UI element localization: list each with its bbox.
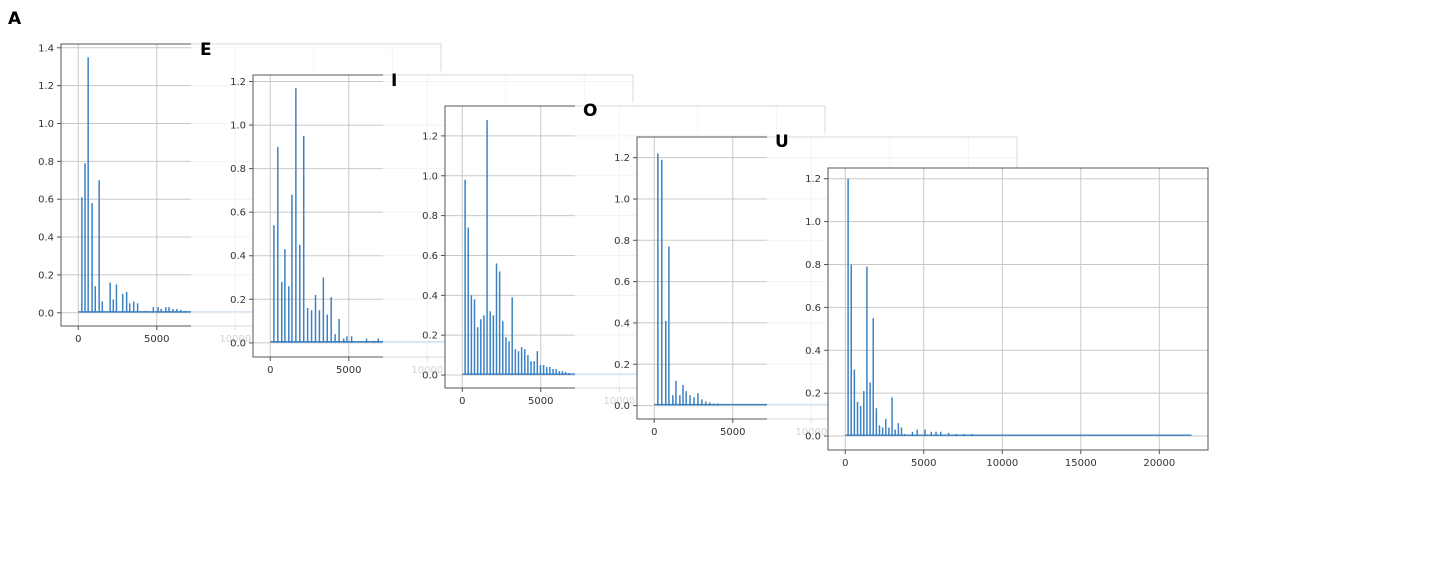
- panel-label: I: [391, 71, 397, 91]
- y-tick-label: 0.4: [805, 346, 821, 357]
- y-tick-label: 0.8: [805, 260, 821, 271]
- x-tick-label: 0: [651, 427, 657, 438]
- y-tick-label: 1.0: [38, 119, 54, 130]
- y-tick-label: 0.8: [230, 164, 246, 175]
- y-tick-label: 0.2: [230, 295, 246, 306]
- y-tick-label: 0.4: [38, 233, 54, 244]
- y-tick-label: 0.4: [614, 318, 630, 329]
- y-tick-label: 0.8: [422, 211, 438, 222]
- y-tick-label: 0.8: [38, 157, 54, 168]
- x-tick-label: 5000: [528, 396, 553, 407]
- x-tick-label: 10000: [986, 458, 1018, 469]
- x-tick-label: 0: [459, 396, 465, 407]
- y-tick-label: 0.6: [38, 195, 54, 206]
- y-tick-label: 0.6: [230, 208, 246, 219]
- y-tick-label: 0.0: [614, 401, 630, 412]
- plot-background: [828, 168, 1208, 450]
- y-tick-label: 0.2: [614, 360, 630, 371]
- y-tick-label: 1.0: [614, 194, 630, 205]
- y-tick-label: 1.2: [38, 81, 54, 92]
- y-tick-label: 0.0: [230, 338, 246, 349]
- y-tick-label: 0.2: [38, 270, 54, 281]
- x-tick-label: 5000: [144, 334, 169, 345]
- x-tick-label: 0: [267, 365, 273, 376]
- y-tick-label: 1.0: [805, 217, 821, 228]
- y-tick-label: 1.2: [422, 131, 438, 142]
- x-tick-label: 0: [842, 458, 848, 469]
- panel-label: A: [8, 9, 22, 29]
- y-tick-label: 0.4: [422, 291, 438, 302]
- y-tick-label: 0.0: [422, 371, 438, 382]
- y-tick-label: 0.4: [230, 251, 246, 262]
- y-tick-label: 0.6: [614, 277, 630, 288]
- panel-label: E: [200, 40, 212, 60]
- panel-u: 0 5000 10000 15000 20000 0.0 0.2 0.4 0.6 0.8 1.0 1.…: [774, 131, 1209, 469]
- y-tick-label: 0.0: [805, 432, 821, 443]
- y-tick-label: 1.2: [614, 153, 630, 164]
- y-tick-label: 1.4: [38, 43, 54, 54]
- panel-label: O: [583, 101, 597, 121]
- y-tick-label: 0.2: [805, 389, 821, 400]
- x-tick-label: 5000: [336, 365, 361, 376]
- x-tick-label: 5000: [911, 458, 936, 469]
- x-tick-label: 20000: [1143, 458, 1175, 469]
- y-tick-label: 1.0: [422, 171, 438, 182]
- y-tick-label: 0.2: [422, 331, 438, 342]
- x-tick-label: 0: [75, 334, 81, 345]
- y-tick-label: 1.2: [230, 77, 246, 88]
- y-tick-label: 0.0: [38, 308, 54, 319]
- y-tick-label: 1.0: [230, 121, 246, 132]
- y-tick-label: 0.6: [805, 303, 821, 314]
- axes-frame: [827, 167, 1209, 451]
- y-tick-label: 0.6: [422, 251, 438, 262]
- y-tick-label: 1.2: [805, 174, 821, 185]
- x-tick-label: 5000: [720, 427, 745, 438]
- x-tick-label: 15000: [1065, 458, 1097, 469]
- y-tick-label: 0.8: [614, 236, 630, 247]
- panel-label: U: [775, 132, 789, 152]
